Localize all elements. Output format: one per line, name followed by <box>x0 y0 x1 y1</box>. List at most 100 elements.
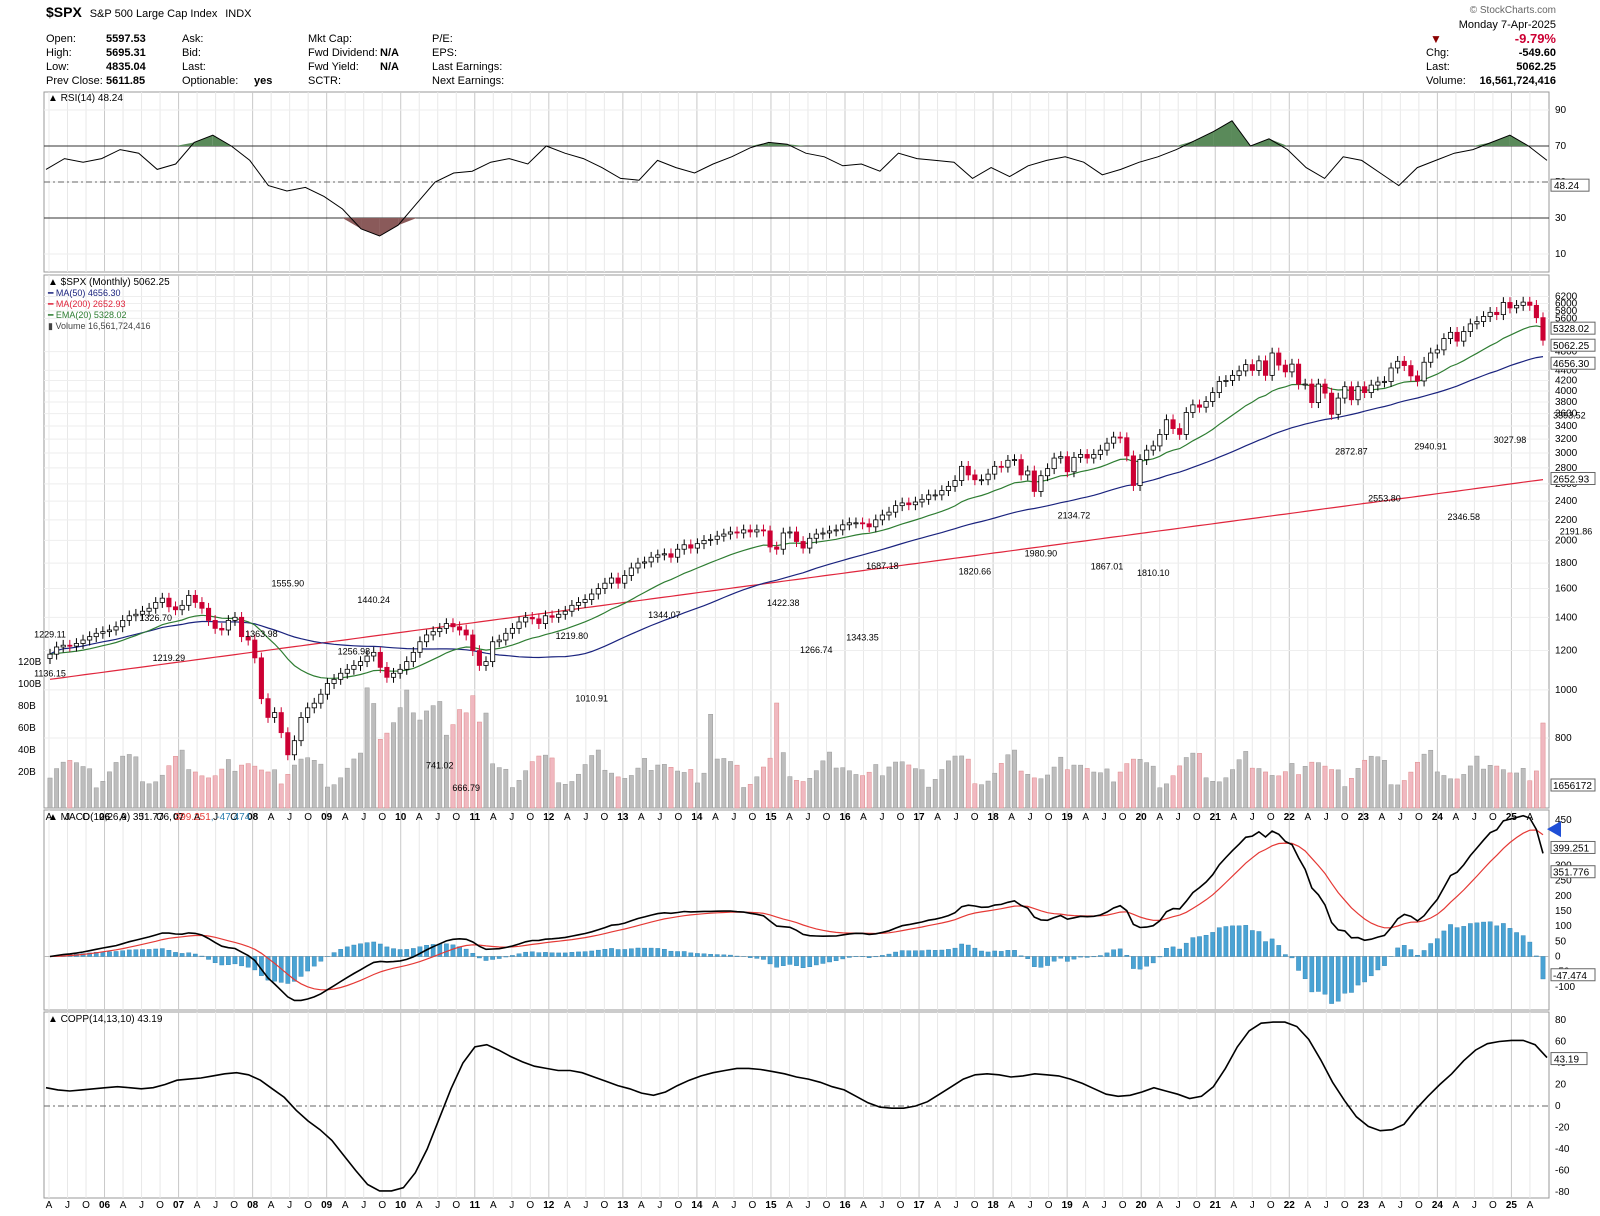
candle-body <box>985 473 991 481</box>
candle-body <box>1329 392 1335 415</box>
macd-hist-bar <box>1249 930 1255 957</box>
macd-hist-bar <box>681 951 687 957</box>
volume-bar <box>787 776 793 809</box>
x-tick-label: J <box>1028 1200 1033 1211</box>
macd-hist-bar <box>1494 925 1500 957</box>
candle-body <box>331 678 337 684</box>
price-annotation: 1422.38 <box>767 598 800 608</box>
x-tick-label: A <box>1230 812 1237 823</box>
x-tick-label: A <box>860 812 867 823</box>
volume-bar <box>496 767 502 809</box>
candle-body <box>912 501 918 506</box>
candle-body <box>311 702 317 709</box>
volume-bar <box>1467 765 1473 809</box>
x-tick-label: O <box>1341 1200 1349 1211</box>
candle-body <box>813 533 819 539</box>
high-label: High: <box>46 47 72 59</box>
rsi-current-box <box>1550 178 1590 192</box>
candle-body <box>192 594 198 603</box>
candle-body <box>1487 311 1493 317</box>
candle-body <box>1031 470 1037 492</box>
macd-hist-bar <box>192 953 198 957</box>
candle-body <box>1018 459 1024 476</box>
candle-body <box>1011 459 1018 461</box>
x-tick-label: O <box>823 1200 831 1211</box>
candle-body <box>1262 360 1269 376</box>
macd-hist-bar <box>1302 956 1308 980</box>
x-tick-label: O <box>526 812 534 823</box>
macd-hist-bar <box>364 942 370 957</box>
candle-body <box>357 661 364 666</box>
macd-hist-bar <box>1527 941 1533 957</box>
volume-bar <box>879 775 885 809</box>
macd-hist-bar <box>1283 954 1288 957</box>
macd-hist-bar <box>1487 921 1493 957</box>
candle-body <box>291 740 297 756</box>
volume-bar <box>463 712 469 809</box>
price-y-tick: 4200 <box>1555 375 1578 386</box>
macd-hist-bar <box>536 952 542 957</box>
macd-hist-bar <box>1190 937 1196 957</box>
volume-bar <box>450 724 456 809</box>
x-tick-label: O <box>1415 812 1423 823</box>
macd-hist-bar <box>1144 956 1149 967</box>
candle-body <box>1414 375 1421 382</box>
macd-hist-bar <box>813 956 819 966</box>
x-tick-label: A <box>1156 1200 1163 1211</box>
candle-body <box>206 607 212 621</box>
macd-hist-bar <box>880 955 885 957</box>
macd-hist-bar <box>1078 956 1083 958</box>
macd-hist-bar <box>820 956 826 964</box>
volume-bar <box>609 772 614 809</box>
volume-bar <box>681 772 687 809</box>
down-arrow-icon: ▼ <box>1430 32 1442 46</box>
volume-bar <box>734 764 740 809</box>
candle-body <box>298 717 304 742</box>
volume-bar <box>747 784 753 809</box>
candle-body <box>886 511 892 516</box>
rsi-overbought-fill <box>787 144 806 146</box>
candle-body <box>622 575 628 584</box>
price-legend-item: ▲ $SPX (Monthly) 5062.25 <box>48 277 170 288</box>
volume-bar <box>173 756 178 809</box>
x-tick-label: J <box>435 812 440 823</box>
volume-bar <box>701 772 707 809</box>
x-tick-label: J <box>880 1200 885 1211</box>
macd-hist-bar <box>952 947 958 957</box>
volume-bar <box>1527 780 1533 809</box>
x-tick-label: O <box>156 812 164 823</box>
x-tick-label: A <box>1082 812 1089 823</box>
volume-bar <box>780 752 786 809</box>
candle-body <box>1276 352 1282 366</box>
volume-bar <box>1117 771 1123 809</box>
macd-hist-bar <box>496 956 502 959</box>
candle-body <box>701 540 707 545</box>
macd-hist-bar <box>523 951 528 957</box>
copp-line <box>45 1021 1548 1192</box>
x-tick-label: O <box>675 1200 683 1211</box>
price-annotation: 1229.11 <box>34 629 66 639</box>
volume-bar <box>1177 765 1183 809</box>
macd-hist-bar <box>1210 932 1216 957</box>
macd-hist-bar <box>444 943 449 957</box>
x-tick-label: 21 <box>1210 1200 1222 1211</box>
volume-bar <box>1197 753 1202 809</box>
x-tick-label: A <box>1008 1200 1015 1211</box>
volume-bar <box>74 762 79 809</box>
candle-body <box>1395 360 1401 369</box>
price-y-tick: 1800 <box>1555 558 1578 569</box>
x-tick-label: A <box>120 812 127 823</box>
x-tick-label: O <box>675 812 683 823</box>
volume-bar <box>648 770 654 809</box>
macd-hist-bar <box>179 953 185 957</box>
macd-hist-bar <box>628 948 634 957</box>
symbol: $SPX <box>46 4 82 20</box>
macd-hist-bar <box>1131 956 1136 969</box>
candle-body <box>404 661 410 670</box>
macd-hist-bar <box>1197 936 1202 957</box>
price-legend-item: ━ EMA(20) 5328.02 <box>47 310 126 320</box>
candle-body <box>212 620 218 629</box>
price-y-tick: 1600 <box>1555 584 1578 595</box>
candle-body <box>1441 338 1447 351</box>
x-tick-label: J <box>1250 1200 1255 1211</box>
